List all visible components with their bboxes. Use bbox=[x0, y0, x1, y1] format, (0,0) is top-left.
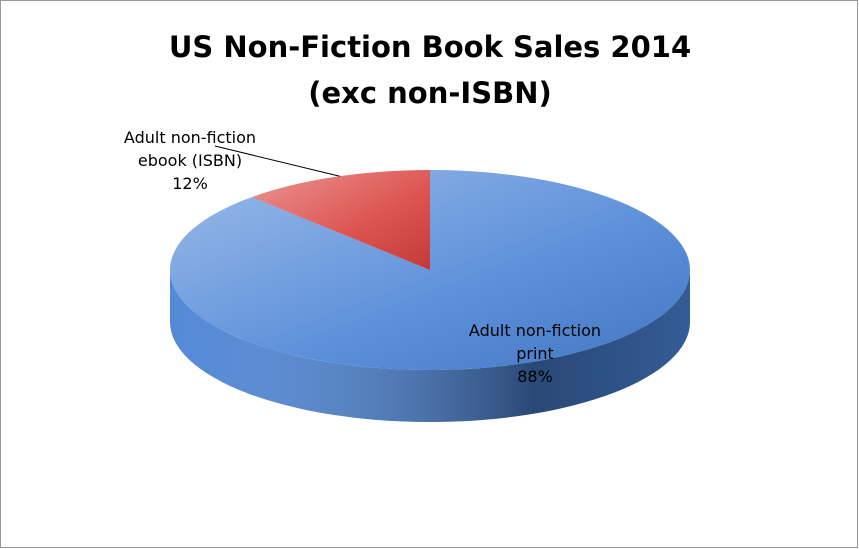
value-label: 88% bbox=[517, 367, 553, 386]
chart-title: (exc non-ISBN) bbox=[308, 76, 551, 110]
slice-label: Adult non-fiction print 88% bbox=[450, 319, 620, 388]
slice-label: Adult non-fiction ebook (ISBN) 12% bbox=[105, 126, 275, 195]
leader-line bbox=[214, 145, 348, 179]
chart-title: US Non-Fiction Book Sales 2014 bbox=[169, 30, 691, 64]
side-shade bbox=[170, 270, 690, 422]
value-label: 12% bbox=[172, 174, 208, 193]
slice-shine bbox=[252, 170, 430, 270]
category-label: Adult non-fiction print bbox=[468, 321, 602, 363]
category-label: Adult non-fiction ebook (ISBN) bbox=[123, 128, 257, 170]
